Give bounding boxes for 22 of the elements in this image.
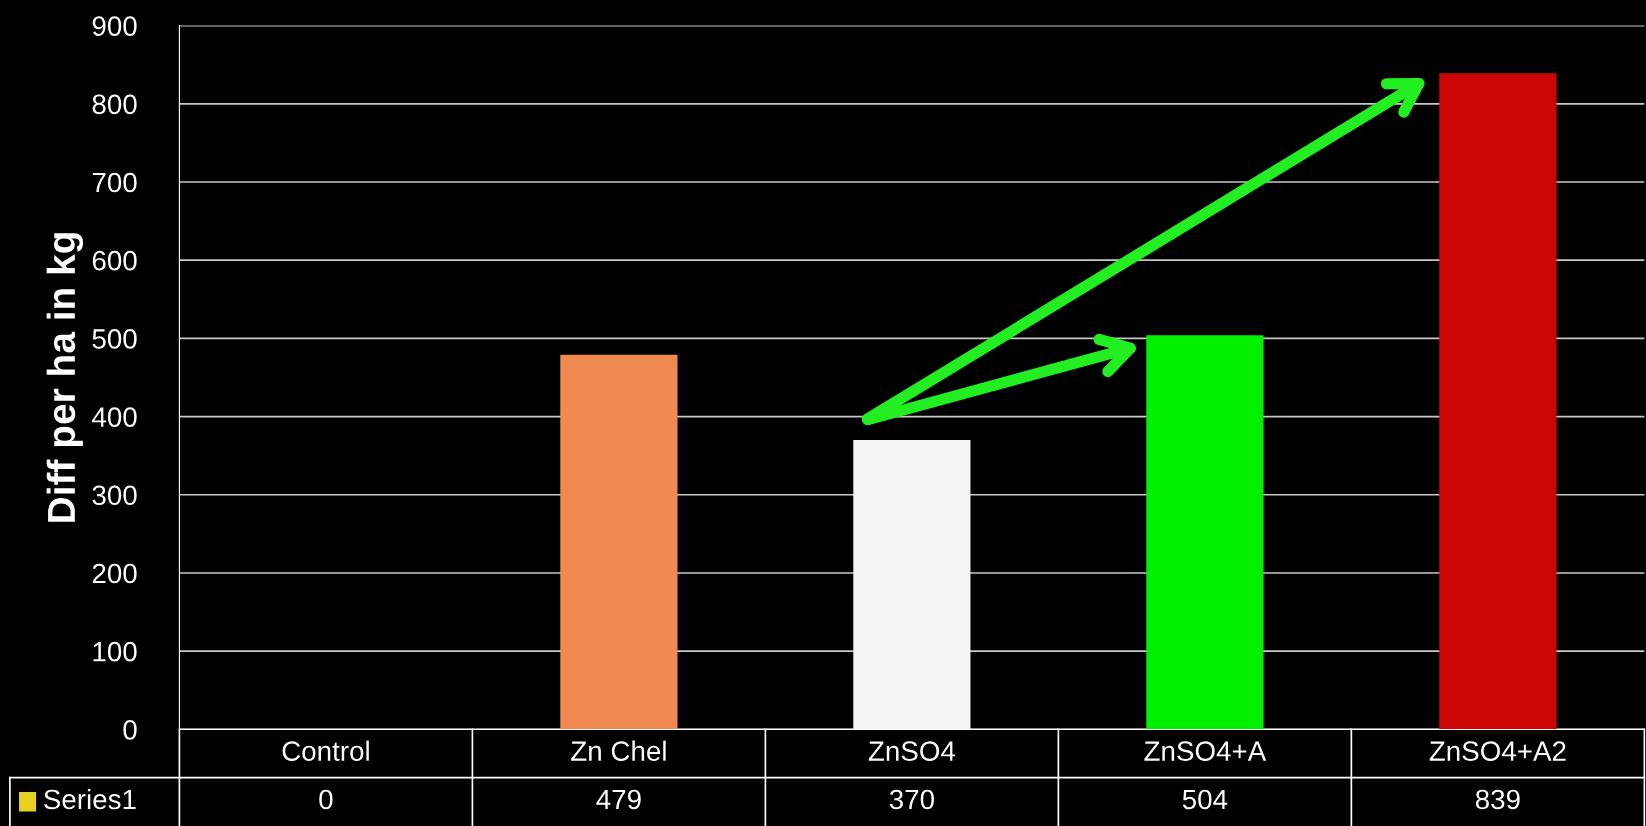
y-tick-label: 300 — [92, 485, 137, 506]
y-tick-label: 400 — [92, 407, 137, 427]
data-label: 479 — [596, 789, 641, 810]
text: Series1 — [44, 788, 136, 810]
y-tick-label: 700 — [92, 172, 137, 193]
y-tick-label: 600 — [92, 250, 137, 271]
x-tick-label: Zn Chel — [571, 740, 666, 761]
data-label: 370 — [889, 789, 934, 810]
y-tick-label: 100 — [93, 641, 137, 662]
y-tick-label: 900 — [92, 16, 137, 36]
data-label: 839 — [1475, 789, 1520, 810]
x-tick-label: Control — [282, 740, 369, 761]
y-tick-label: 200 — [92, 563, 137, 584]
x-tick-label: ZnSO4 — [868, 741, 956, 761]
y-axis-title: Diff per ha in kg — [46, 233, 84, 522]
y-tick-label: 500 — [92, 329, 137, 349]
data-label: 504 — [1182, 789, 1228, 810]
x-tick-label: ZnSO4+A — [1144, 741, 1267, 761]
data-label: 0 — [319, 789, 333, 810]
y-tick-label: 0 — [123, 720, 137, 740]
x-tick-label: ZnSO4+A2 — [1429, 741, 1566, 761]
y-tick-label: 800 — [92, 94, 137, 115]
